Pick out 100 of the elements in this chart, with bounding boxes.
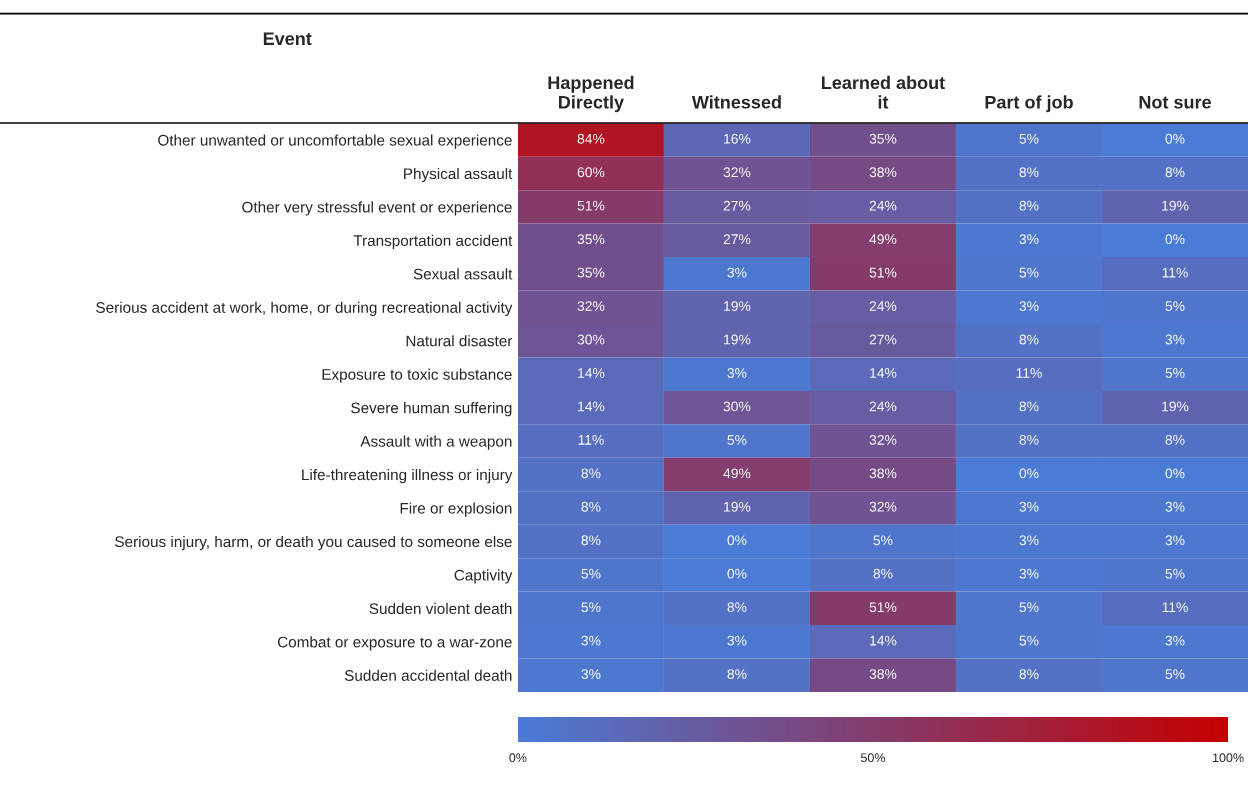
data-label: 8% [1165,434,1185,445]
y-tick-label: Natural disaster [406,335,513,347]
data-label: 51% [869,602,897,613]
y-tick-label: Sudden violent death [369,602,512,615]
data-label: 0% [727,568,747,579]
data-label: 24% [869,200,897,211]
data-label: 8% [581,468,601,479]
data-label: 8% [581,501,601,512]
data-label: 8% [727,669,747,679]
data-label: 27% [723,234,751,245]
y-tick-label: Serious injury, harm, or death you caused to someone else [115,535,512,551]
data-label: 5% [1165,301,1185,311]
data-label: 14% [578,368,605,378]
data-label: 27% [869,334,897,345]
data-label: 3% [581,669,601,679]
data-label: 51% [577,200,605,211]
y-tick-label: Combat or exposure to a war-zone [277,636,512,651]
data-label: 14% [870,635,897,646]
data-label: 24% [869,401,897,412]
y-tick-label: Other unwanted or uncomfortable sexual experience [158,134,512,149]
data-label: 49% [723,468,751,479]
data-label: 24% [869,301,897,311]
data-label: 3% [1019,501,1039,512]
data-label: 8% [1019,401,1039,412]
data-label: 0% [727,535,747,546]
x-tick-label: Not sure [1139,95,1211,109]
data-label: 3% [1165,635,1185,646]
data-label: 16% [724,133,751,144]
data-label: 8% [1019,434,1039,445]
data-label: 35% [577,267,605,278]
data-label: 3% [1165,501,1185,512]
data-label: 84% [577,133,605,144]
data-label: 3% [1019,301,1039,311]
data-label: 3% [1165,334,1185,345]
y-tick-label: Physical assault [404,167,513,183]
data-label: 3% [1019,568,1039,579]
data-label: 5% [1165,368,1185,378]
data-label: 8% [1019,669,1039,679]
y-tick-label: Sudden accidental death [344,669,512,681]
data-label: 8% [1019,167,1039,178]
data-label: 35% [869,133,897,144]
data-label: 5% [1165,568,1185,579]
data-label: 3% [727,368,747,378]
y-tick-label: Serious accident at work, home, or during recreational activity [96,301,513,316]
data-label: 32% [577,301,605,311]
data-label: 32% [723,167,751,178]
data-label: 27% [723,200,751,211]
data-label: 5% [1019,602,1039,613]
data-label: 11% [578,435,604,445]
data-label: 5% [1165,669,1185,679]
data-label: 19% [724,501,751,512]
data-label: 3% [581,635,601,646]
data-label: 5% [727,435,747,445]
y-tick-label: Captivity [454,569,513,584]
data-label: 3% [1019,535,1039,546]
data-label: 3% [1165,535,1185,546]
data-label: 49% [869,234,897,245]
x-tick-label: Learned about it [821,75,945,109]
data-label: 0% [1019,468,1039,479]
y-tick-label: Transportation accident [353,234,513,250]
x-tick-label: Witnessed [691,95,781,109]
data-label: 8% [727,602,747,613]
y-tick-label: Fire or explosion [400,502,512,517]
data-label: 5% [1019,635,1039,646]
data-label: 0% [1165,234,1185,245]
data-label: 19% [724,301,751,311]
y-tick-label: Sexual assault [413,268,513,280]
data-label: 5% [873,535,893,546]
x-tick-label: Happened Directly [548,75,634,113]
data-label: 0% [1165,468,1185,479]
data-label: 5% [1019,133,1039,144]
color-bar-label: 0% [509,753,527,763]
data-label: 14% [870,368,897,378]
data-label: 11% [1162,267,1188,278]
data-label: 19% [724,334,751,345]
data-label: 19% [1162,200,1189,211]
y-tick-label: Exposure to toxic substance [322,368,512,383]
data-label: 11% [1016,368,1042,378]
y-tick-label: Assault with a weapon [360,435,512,450]
color-bar-label: 50% [860,753,886,763]
data-label: 8% [1019,334,1039,345]
data-label: 8% [1019,200,1039,211]
data-label: 35% [577,234,605,245]
data-label: 38% [869,167,897,178]
y-tick-label: Severe human suffering [351,402,512,417]
data-label: 60% [577,167,605,178]
data-label: 5% [581,602,601,613]
data-label: 5% [581,568,601,579]
data-label: 8% [1165,167,1185,178]
data-label: 32% [869,501,897,512]
data-label: 14% [578,401,605,412]
y-tick-label: Other very stressful event or experience [242,201,512,216]
data-label: 51% [869,267,897,278]
data-label: 30% [723,401,751,412]
data-label: 38% [869,669,897,679]
x-tick-label: Part of job [985,95,1073,113]
data-label: 8% [581,535,601,546]
data-label: 3% [727,635,747,646]
data-label: 32% [869,434,897,445]
data-label: 3% [1019,234,1039,245]
